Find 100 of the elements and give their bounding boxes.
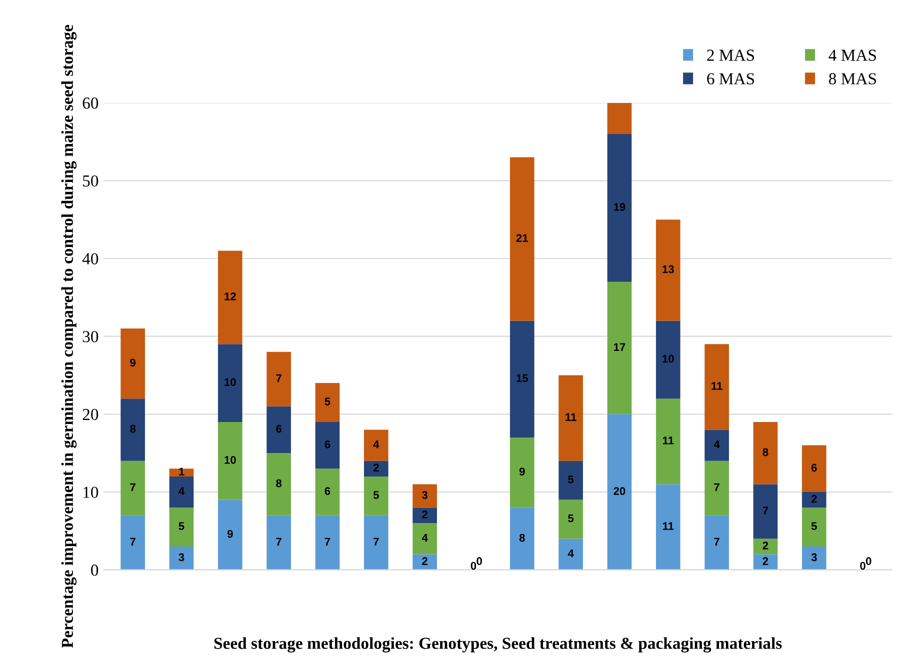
bar — [558, 375, 583, 461]
bar — [558, 460, 583, 500]
data-label: 5 — [568, 514, 574, 522]
data-label: 3 — [422, 491, 428, 499]
bar — [802, 508, 826, 547]
data-label: 5 — [178, 522, 184, 530]
bar — [802, 492, 826, 508]
data-label: 4 — [568, 550, 574, 558]
bar — [169, 546, 194, 570]
bar — [607, 414, 632, 570]
data-label: 15 — [516, 374, 528, 382]
bar — [412, 508, 437, 524]
y-axis-title: Percentage improvement in germination compared to control during maize seed storage — [61, 24, 77, 648]
bar — [412, 523, 437, 554]
data-label: 10 — [224, 456, 236, 464]
bar — [753, 484, 778, 539]
data-label: 7 — [714, 538, 720, 546]
data-label: 20 — [614, 487, 626, 495]
data-label: 7 — [130, 538, 136, 546]
data-label: 5 — [811, 522, 817, 530]
bar — [558, 538, 583, 570]
data-label: 6 — [276, 424, 282, 433]
bar — [364, 430, 388, 461]
bar — [412, 484, 437, 508]
data-label: 13 — [662, 265, 674, 274]
data-label: 0 — [470, 562, 476, 570]
bar — [607, 102, 632, 134]
bar — [802, 546, 826, 570]
bar — [704, 515, 729, 570]
y-tick-label: 0 — [91, 564, 98, 576]
data-label: 19 — [614, 203, 626, 211]
data-label: 1 — [179, 468, 184, 476]
data-label: 6 — [811, 464, 817, 472]
bar — [704, 460, 729, 516]
bar — [218, 344, 242, 422]
data-label: 7 — [762, 506, 768, 514]
y-tick-label: 60 — [82, 98, 98, 109]
bar — [364, 460, 388, 476]
data-label: 7 — [130, 483, 136, 491]
bar — [510, 320, 534, 438]
data-label: 17 — [614, 343, 626, 351]
bar — [510, 508, 534, 570]
data-label: 8 — [276, 479, 282, 488]
data-label: 7 — [324, 538, 330, 546]
data-label: 8 — [762, 448, 768, 456]
bar — [218, 250, 242, 344]
data-label: 7 — [276, 374, 282, 382]
bar — [802, 445, 826, 492]
data-label: 7 — [276, 538, 282, 546]
legend-label: 4 MAS — [828, 50, 876, 61]
data-label: 9 — [519, 468, 525, 476]
bar — [656, 220, 680, 321]
bar — [266, 352, 291, 406]
bar — [656, 320, 680, 399]
data-label: 3 — [178, 553, 184, 562]
data-label: 6 — [324, 440, 330, 448]
data-label: 11 — [662, 436, 674, 444]
bar — [510, 157, 534, 321]
bar — [364, 515, 388, 570]
y-tick-label: 20 — [82, 408, 98, 420]
bar — [218, 500, 242, 570]
data-label: 7 — [714, 483, 720, 491]
data-label: 0 — [866, 557, 872, 566]
data-label: 5 — [324, 398, 330, 406]
data-label: 4 — [373, 440, 380, 448]
bar — [120, 398, 145, 461]
data-label: 9 — [227, 530, 233, 538]
bar — [266, 515, 291, 570]
bar — [753, 538, 778, 554]
data-label: 11 — [712, 382, 722, 390]
data-label: 8 — [130, 424, 136, 433]
data-label: 11 — [662, 522, 674, 530]
bar — [169, 468, 194, 476]
bar — [169, 508, 194, 547]
bar — [218, 422, 242, 500]
data-label: 4 — [714, 440, 720, 448]
bar — [364, 476, 388, 516]
bar — [169, 476, 194, 508]
data-label: 10 — [224, 378, 236, 386]
bar — [607, 282, 632, 414]
data-label: 21 — [516, 234, 528, 242]
y-tick-label: 10 — [84, 486, 98, 498]
data-label: 7 — [374, 538, 379, 546]
bar — [315, 383, 340, 422]
bar — [704, 430, 729, 461]
bar — [656, 398, 680, 484]
bar — [120, 328, 145, 399]
bar — [558, 500, 583, 539]
x-axis-title: Seed storage methodologies: Genotypes, Seed treatments & packaging materials — [214, 637, 782, 652]
data-label: 0 — [476, 557, 482, 566]
bar — [607, 134, 632, 282]
legend-label: 8 MAS — [829, 73, 876, 84]
bar — [120, 460, 145, 516]
bar — [315, 515, 340, 570]
data-label: 12 — [224, 292, 236, 300]
data-label: 2 — [762, 542, 768, 550]
bar — [120, 515, 145, 570]
data-label: 4 — [178, 487, 185, 495]
bar — [266, 406, 291, 454]
y-tick-label: 50 — [83, 175, 98, 187]
